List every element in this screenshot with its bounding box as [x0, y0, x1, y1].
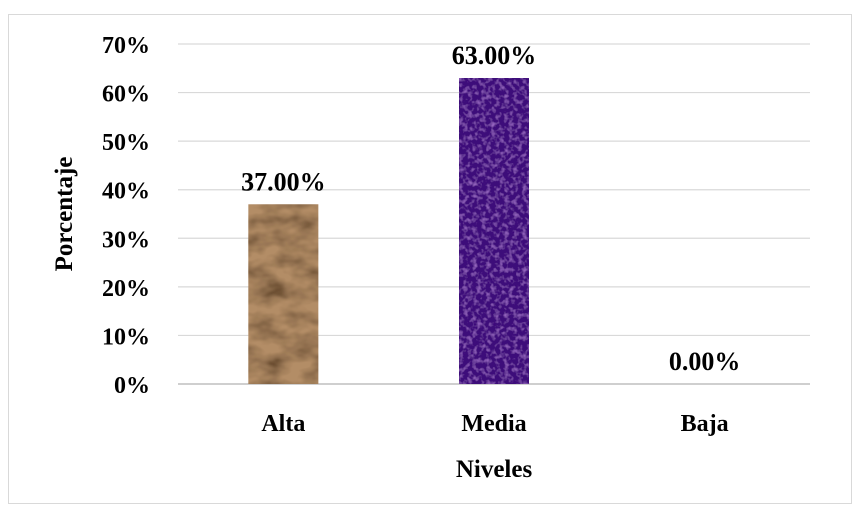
x-category-label: Baja — [681, 411, 729, 437]
x-axis-title: Niveles — [456, 456, 533, 483]
data-label: 37.00% — [241, 167, 326, 196]
x-category-label: Media — [461, 411, 526, 437]
y-tick-label: 60% — [102, 82, 150, 108]
y-tick-label: 30% — [102, 227, 150, 253]
y-axis-title: Porcentaje — [51, 157, 78, 272]
y-tick-label: 20% — [102, 276, 150, 302]
bar-media — [459, 78, 529, 384]
bar-alta — [248, 204, 319, 384]
y-tick-label: 40% — [102, 179, 150, 205]
data-label: 0.00% — [669, 347, 741, 376]
y-tick-label: 70% — [102, 33, 150, 59]
bars — [248, 78, 529, 384]
y-axis-ticks: 0% 10% 20% 30% 40% 50% 60% 70% — [102, 33, 150, 399]
data-labels: 37.00% 63.00% 0.00% — [241, 41, 740, 376]
y-tick-label: 50% — [102, 130, 150, 156]
data-label: 63.00% — [452, 41, 537, 70]
y-tick-label: 0% — [114, 373, 150, 399]
y-tick-label: 10% — [102, 324, 150, 350]
x-axis-categories: Alta Media Baja — [261, 411, 728, 437]
x-category-label: Alta — [261, 411, 305, 437]
chart-frame — [8, 14, 852, 504]
